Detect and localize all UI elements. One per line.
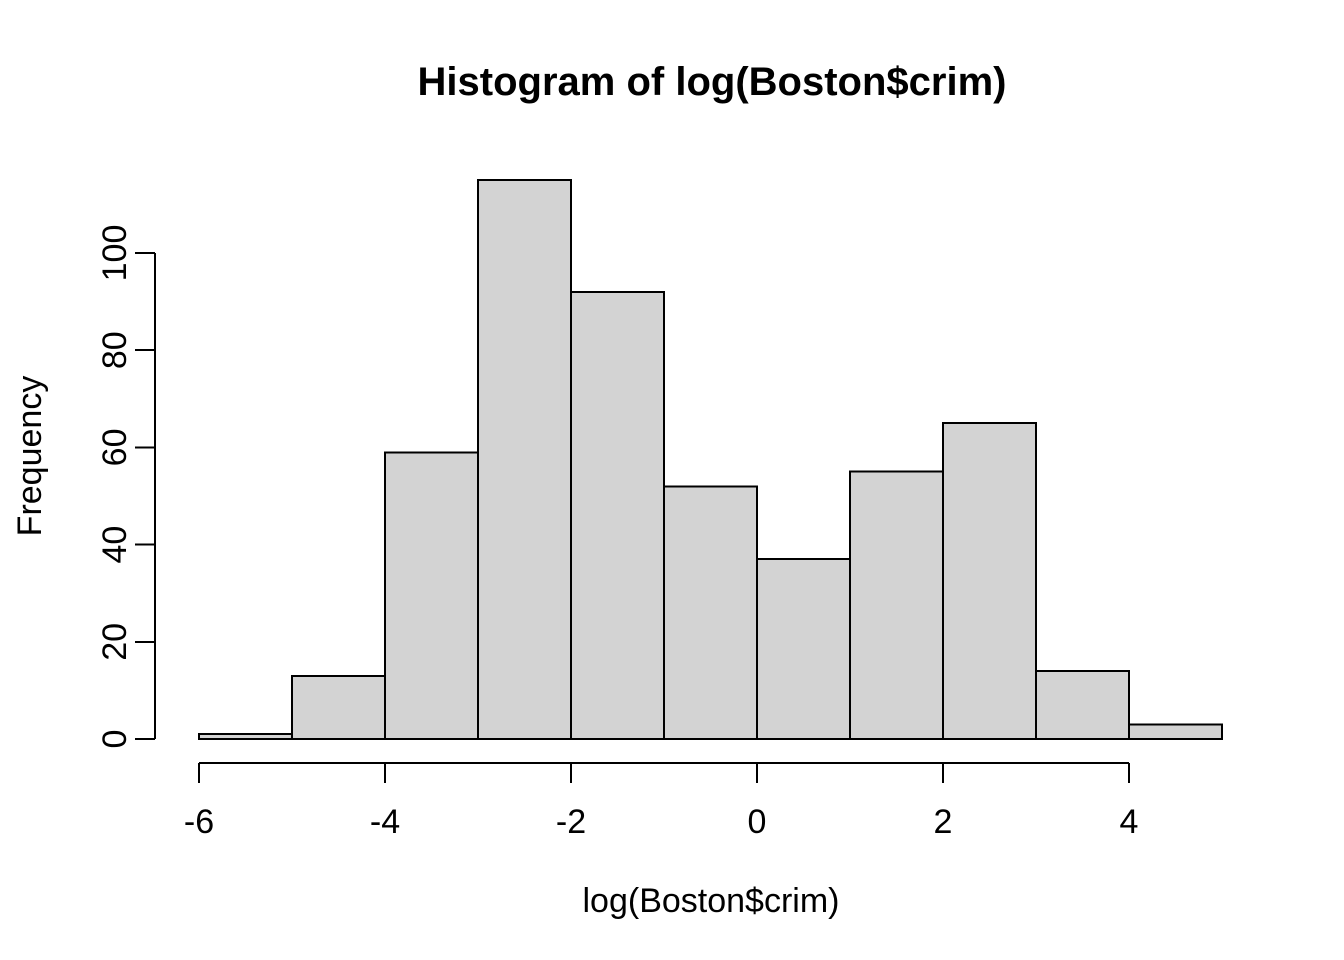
x-tick-label: -4 [370, 803, 400, 841]
x-tick-label: 4 [1120, 803, 1139, 841]
histogram-bar [663, 485, 758, 740]
y-axis-label: Frequency [11, 375, 49, 537]
histogram-bar [198, 733, 293, 741]
x-tick-label: -2 [556, 803, 586, 841]
histogram-bar [756, 558, 851, 740]
chart-title: Histogram of log(Boston$crim) [417, 60, 1007, 104]
histogram-bar [570, 290, 665, 740]
x-tick-label: 2 [934, 803, 953, 841]
y-tick-label: 80 [96, 331, 134, 369]
histogram-bar [291, 674, 386, 741]
y-tick-label: 40 [96, 526, 134, 564]
x-tick-label: 0 [748, 803, 767, 841]
histogram-bar [1035, 669, 1130, 741]
x-tick-label: -6 [184, 803, 214, 841]
histogram-bar [384, 451, 479, 740]
x-axis-label: log(Boston$crim) [582, 882, 840, 920]
y-tick-label: 100 [96, 225, 134, 282]
histogram-bar [942, 422, 1037, 740]
y-tick-label: 0 [96, 730, 134, 749]
histogram-bar [849, 470, 944, 740]
y-tick-label: 20 [96, 623, 134, 661]
histogram-bar [1128, 723, 1223, 740]
histogram-bar [477, 179, 572, 741]
y-tick-label: 60 [96, 428, 134, 466]
